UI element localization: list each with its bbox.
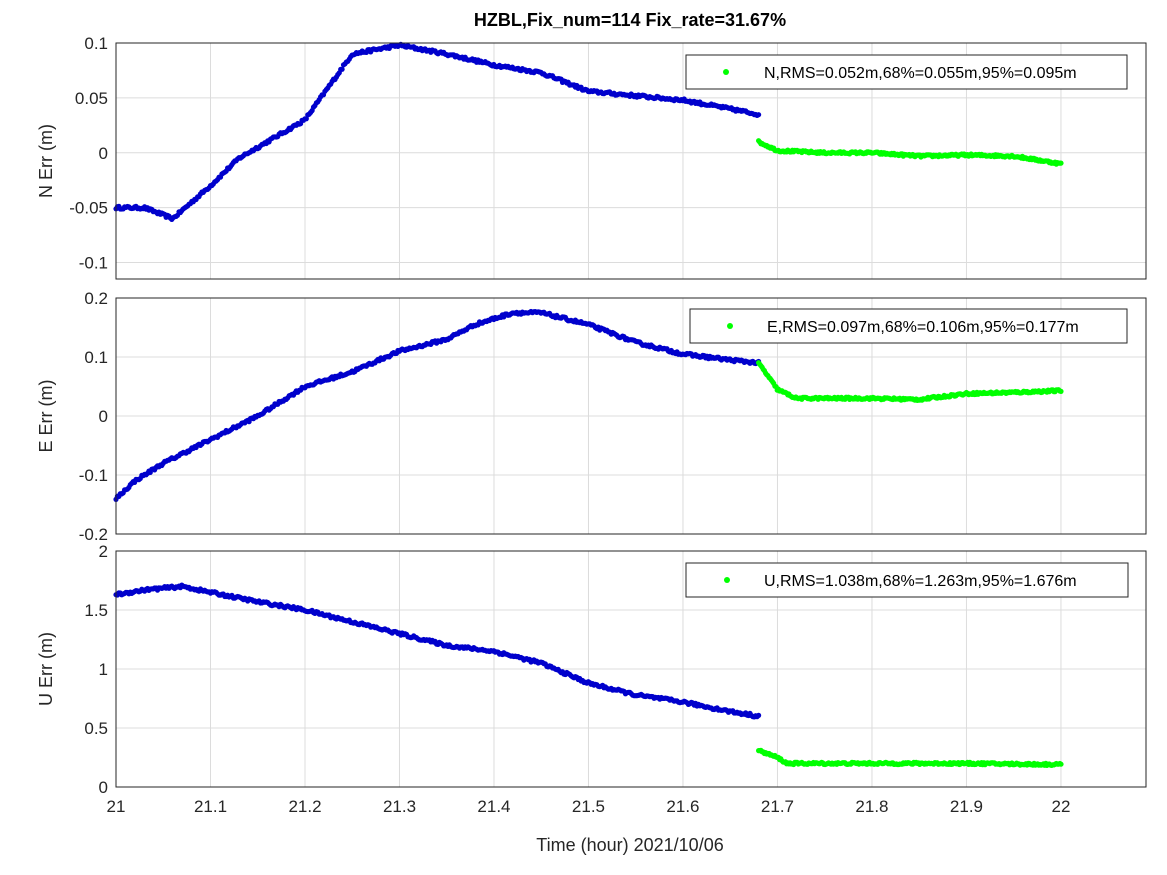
x-tick-label: 21.2 bbox=[288, 797, 321, 816]
float-point bbox=[339, 66, 345, 72]
y-tick-labels: 0.1 0.05 0 -0.05 -0.1 bbox=[69, 34, 108, 273]
legend-box bbox=[685, 54, 1128, 90]
y-tick-label: -0.1 bbox=[79, 466, 108, 485]
float-point bbox=[303, 116, 309, 122]
x-axis-label: Time (hour) 2021/10/06 bbox=[536, 835, 723, 855]
fix-point bbox=[1058, 388, 1064, 394]
x-tick-label: 21.1 bbox=[194, 797, 227, 816]
legend-label: U,RMS=1.038m,68%=1.263m,95%=1.676m bbox=[764, 573, 1077, 590]
legend-marker bbox=[724, 577, 730, 583]
fix-point bbox=[1058, 761, 1064, 767]
y-tick-label: -0.2 bbox=[79, 525, 108, 544]
up-error-panel: 21.510.50 21 21.1 21.2 21.3 21.4 21.5 21.6 21.7… bbox=[36, 542, 1147, 816]
x-tick-label: 21.5 bbox=[572, 797, 605, 816]
y-tick-label: 0 bbox=[99, 407, 108, 426]
y-tick-labels: 0.2 0.1 0 -0.1 -0.2 bbox=[79, 289, 108, 544]
data-points bbox=[113, 582, 1064, 769]
panel-frame bbox=[115, 297, 1147, 535]
y-tick-label: 2 bbox=[99, 542, 108, 561]
y-tick-label: 0.1 bbox=[84, 348, 108, 367]
x-tick-label: 21.7 bbox=[761, 797, 794, 816]
x-tick-label: 21 bbox=[107, 797, 126, 816]
legend: N,RMS=0.052m,68%=0.055m,95%=0.095m bbox=[685, 54, 1128, 90]
y-tick-label: -0.1 bbox=[79, 254, 108, 273]
y-axis-label: E Err (m) bbox=[36, 380, 56, 453]
data-points bbox=[113, 308, 1064, 502]
x-tick-label: 22 bbox=[1051, 797, 1070, 816]
legend: U,RMS=1.038m,68%=1.263m,95%=1.676m bbox=[685, 562, 1129, 598]
x-tick-label: 21.8 bbox=[855, 797, 888, 816]
legend-marker bbox=[723, 69, 729, 75]
y-tick-label: 0.5 bbox=[84, 719, 108, 738]
y-tick-label: 0 bbox=[99, 778, 108, 797]
y-tick-label: 0.1 bbox=[84, 34, 108, 53]
y-axis-label: U Err (m) bbox=[36, 632, 56, 706]
float-point bbox=[756, 712, 762, 719]
x-tick-label: 21.4 bbox=[477, 797, 510, 816]
y-tick-label: 0.05 bbox=[75, 89, 108, 108]
y-axis-label: N Err (m) bbox=[36, 124, 56, 198]
x-tick-label: 21.6 bbox=[666, 797, 699, 816]
x-tick-label: 21.3 bbox=[383, 797, 416, 816]
float-point bbox=[756, 112, 762, 118]
east-error-panel: 0.2 0.1 0 -0.1 -0.2 E Err (m) E,RMS=0.097m,6… bbox=[36, 289, 1147, 544]
legend-label: N,RMS=0.052m,68%=0.055m,95%=0.095m bbox=[764, 65, 1077, 82]
x-tick-label: 21.9 bbox=[950, 797, 983, 816]
data-points bbox=[113, 41, 1064, 222]
panel-frame bbox=[115, 42, 1147, 280]
legend-box bbox=[685, 562, 1129, 598]
y-tick-label: 1 bbox=[99, 660, 108, 679]
north-error-panel: 0.1 0.05 0 -0.05 -0.1 N Err (m) N,RMS=0.052m… bbox=[36, 34, 1147, 280]
fix-point bbox=[1058, 160, 1064, 166]
panel-frame bbox=[115, 550, 1147, 788]
y-tick-label: 0 bbox=[99, 144, 108, 163]
legend-label: E,RMS=0.097m,68%=0.106m,95%=0.177m bbox=[767, 319, 1079, 336]
y-tick-label: 1.5 bbox=[84, 601, 108, 620]
y-tick-label: 0.2 bbox=[84, 289, 108, 308]
legend: E,RMS=0.097m,68%=0.106m,95%=0.177m bbox=[689, 308, 1128, 344]
legend-box bbox=[689, 308, 1128, 344]
y-tick-labels: 2 1.5 1 0.5 0 bbox=[84, 542, 108, 797]
x-tick-labels: 21 21.1 21.2 21.3 21.4 21.5 21.6 21.7 21.8 21.9 22 bbox=[107, 797, 1071, 816]
legend-marker bbox=[727, 323, 733, 329]
chart-title: HZBL,Fix_num=114 Fix_rate=31.67% bbox=[474, 10, 786, 30]
y-tick-label: -0.05 bbox=[69, 199, 108, 218]
